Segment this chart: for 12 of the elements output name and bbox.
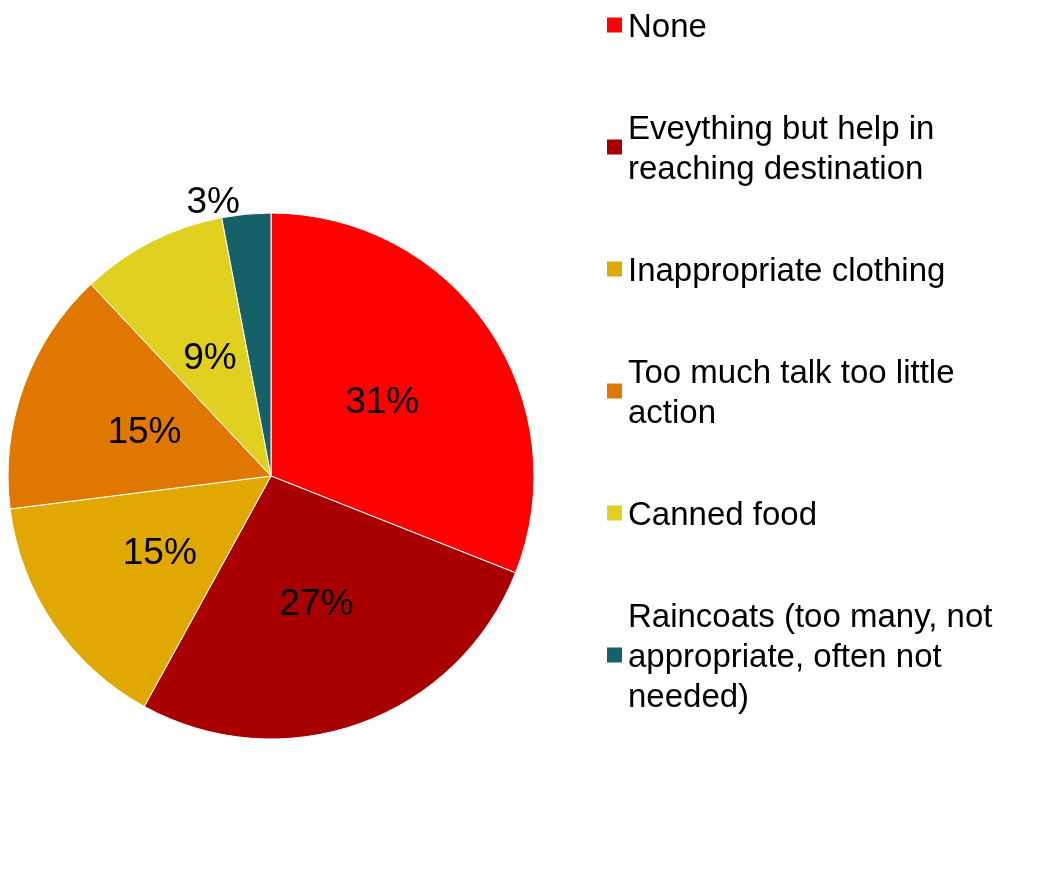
legend-label: Eveything but help in reaching destination (628, 108, 944, 186)
data-label: 27% (279, 582, 354, 624)
data-label: 15% (107, 409, 182, 451)
data-label: 3% (186, 179, 240, 221)
data-label: 31% (345, 379, 420, 421)
data-label: 15% (122, 531, 197, 573)
legend-label: Canned food (628, 494, 817, 532)
data-label: 9% (183, 335, 237, 377)
legend-label: None (628, 6, 707, 44)
legend-label: Inappropriate clothing (628, 250, 946, 288)
legend-label: Raincoats (too many, not appropriate, often not needed) (628, 596, 1002, 714)
legend-label: Too much talk too little action (628, 352, 964, 430)
